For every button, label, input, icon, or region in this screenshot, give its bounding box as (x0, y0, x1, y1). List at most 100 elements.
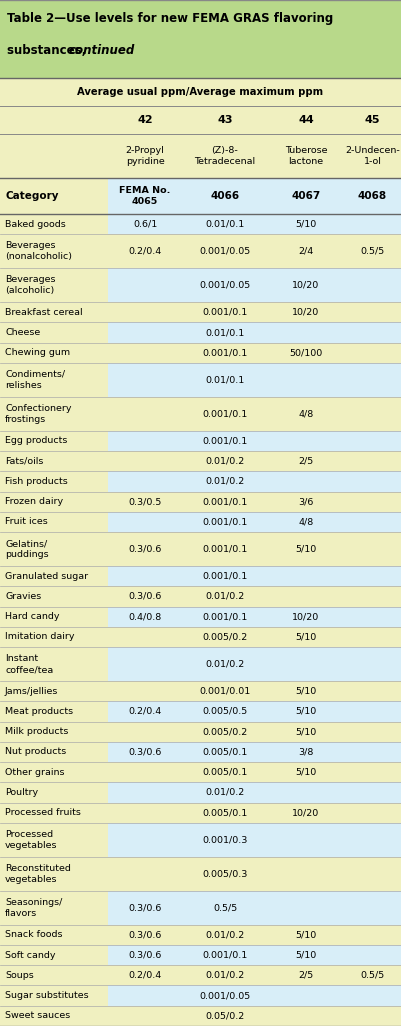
Text: 44: 44 (298, 115, 314, 125)
Text: 0.01/0.2: 0.01/0.2 (205, 788, 245, 797)
Text: 0.5/5: 0.5/5 (360, 971, 385, 980)
Text: Sweet sauces: Sweet sauces (5, 1012, 70, 1021)
Text: 0.001/0.1: 0.001/0.1 (203, 348, 248, 357)
Text: 0.001/0.1: 0.001/0.1 (203, 436, 248, 445)
Bar (0, 857, 401, 891)
Text: Average usual ppm/Average maximum ppm: Average usual ppm/Average maximum ppm (77, 87, 324, 97)
Text: 0.005/0.2: 0.005/0.2 (203, 727, 248, 737)
Bar (0, 647, 401, 681)
Text: Nut products: Nut products (5, 748, 66, 756)
Text: Soups: Soups (5, 971, 34, 980)
Bar (0, 451, 401, 471)
Bar (0, 823, 401, 857)
Bar (0, 823, 108, 857)
Bar (0, 721, 108, 742)
Text: 0.01/0.2: 0.01/0.2 (205, 931, 245, 940)
Bar (0, 606, 401, 627)
Bar (0, 586, 401, 606)
Bar (0, 431, 401, 451)
Text: Sugar substitutes: Sugar substitutes (5, 991, 89, 1000)
Text: 0.3/0.6: 0.3/0.6 (128, 748, 162, 756)
Text: 0.001/0.1: 0.001/0.1 (203, 517, 248, 526)
Bar (0, 945, 108, 965)
Text: 2-Propyl
pyridine: 2-Propyl pyridine (126, 146, 164, 166)
Text: Granulated sugar: Granulated sugar (5, 571, 88, 581)
Text: 0.001/0.05: 0.001/0.05 (199, 246, 251, 255)
Text: Fish products: Fish products (5, 477, 68, 486)
Text: 5/10: 5/10 (296, 632, 317, 641)
Text: 0.6/1: 0.6/1 (133, 220, 157, 229)
Bar (0, 363, 401, 397)
Bar (0, 762, 401, 783)
Bar (0, 532, 108, 566)
Text: FEMA No.
4065: FEMA No. 4065 (119, 186, 171, 206)
Text: substances,: substances, (7, 44, 90, 57)
Text: Poultry: Poultry (5, 788, 38, 797)
Text: 0.05/0.2: 0.05/0.2 (205, 1012, 245, 1021)
Text: 0.005/0.1: 0.005/0.1 (203, 808, 248, 818)
Bar (0, 802, 401, 823)
Bar (0, 742, 108, 762)
Text: 5/10: 5/10 (296, 686, 317, 696)
Text: 0.5/5: 0.5/5 (360, 246, 385, 255)
Bar (0, 177, 401, 214)
Bar (0, 134, 401, 177)
Text: 5/10: 5/10 (296, 767, 317, 777)
Text: 0.01/0.1: 0.01/0.1 (205, 376, 245, 385)
Text: Baked goods: Baked goods (5, 220, 66, 229)
Bar (0, 268, 108, 302)
Text: Beverages
(nonalcoholic): Beverages (nonalcoholic) (5, 241, 72, 262)
Text: 5/10: 5/10 (296, 707, 317, 716)
Bar (0, 627, 108, 647)
Text: 5/10: 5/10 (296, 931, 317, 940)
Text: 0.001/0.1: 0.001/0.1 (203, 498, 248, 506)
Text: Cheese: Cheese (5, 328, 40, 337)
Bar (0, 234, 401, 268)
Text: 0.001/0.1: 0.001/0.1 (203, 950, 248, 959)
Bar (0, 924, 401, 945)
Text: 2/5: 2/5 (298, 971, 314, 980)
Text: 43: 43 (217, 115, 233, 125)
Bar (0, 721, 401, 742)
Text: Seasonings/
flavors: Seasonings/ flavors (5, 898, 63, 918)
Text: Breakfast cereal: Breakfast cereal (5, 308, 83, 317)
Bar (0, 343, 401, 363)
Text: 0.005/0.1: 0.005/0.1 (203, 748, 248, 756)
Bar (0, 491, 401, 512)
Bar (0, 512, 108, 532)
Bar (0, 322, 401, 343)
Bar (0, 783, 401, 802)
Text: 42: 42 (137, 115, 153, 125)
Bar (0, 214, 401, 234)
Text: 4/8: 4/8 (298, 517, 314, 526)
Text: 0.01/0.2: 0.01/0.2 (205, 592, 245, 601)
Text: Jams/jellies: Jams/jellies (5, 686, 59, 696)
Bar (0, 985, 401, 1005)
Bar (0, 268, 401, 302)
Text: 3/6: 3/6 (298, 498, 314, 506)
Text: 0.2/0.4: 0.2/0.4 (128, 246, 162, 255)
Bar (0, 177, 108, 214)
Text: 0.3/0.6: 0.3/0.6 (128, 950, 162, 959)
Text: Snack foods: Snack foods (5, 931, 63, 940)
Text: 0.01/0.2: 0.01/0.2 (205, 660, 245, 669)
Text: Other grains: Other grains (5, 767, 65, 777)
Bar (0, 0, 401, 78)
Bar (0, 985, 108, 1005)
Text: 2-Undecen-
1-ol: 2-Undecen- 1-ol (345, 146, 400, 166)
Text: 10/20: 10/20 (292, 308, 320, 317)
Text: 0.001/0.1: 0.001/0.1 (203, 308, 248, 317)
Bar (0, 302, 401, 322)
Text: Gravies: Gravies (5, 592, 41, 601)
Text: 0.001/0.3: 0.001/0.3 (203, 835, 248, 844)
Text: 5/10: 5/10 (296, 220, 317, 229)
Text: 10/20: 10/20 (292, 808, 320, 818)
Bar (0, 214, 108, 234)
Bar (0, 802, 108, 823)
Text: 0.2/0.4: 0.2/0.4 (128, 971, 162, 980)
Bar (0, 78, 401, 106)
Text: 0.3/0.6: 0.3/0.6 (128, 592, 162, 601)
Bar (0, 471, 108, 491)
Text: 0.2/0.4: 0.2/0.4 (128, 707, 162, 716)
Bar (0, 471, 401, 491)
